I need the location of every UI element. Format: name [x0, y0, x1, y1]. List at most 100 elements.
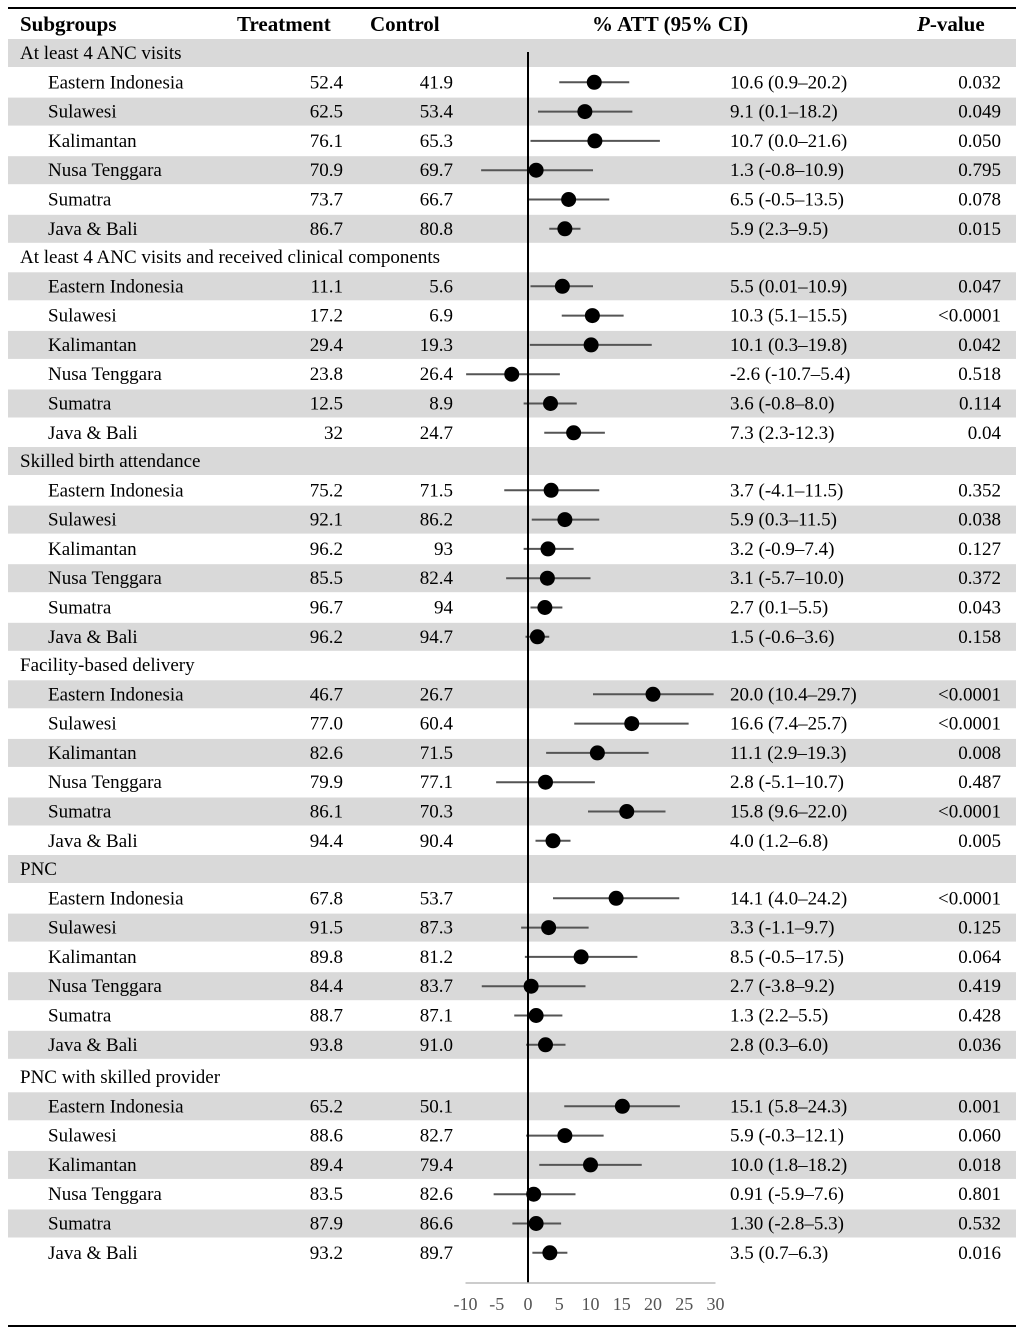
- table-row-band: [8, 505, 1016, 534]
- att-ci-label: 1.30 (-2.8–5.3): [730, 1214, 844, 1235]
- att-ci-label: 10.7 (0.0–21.6): [730, 131, 847, 152]
- treatment-value: 88.7: [310, 1006, 343, 1027]
- p-value: 0.801: [958, 1184, 1001, 1205]
- p-value: 0.372: [958, 568, 1001, 589]
- estimate-point: [587, 133, 603, 149]
- treatment-value: 84.4: [310, 976, 344, 997]
- estimate-point: [539, 570, 555, 586]
- treatment-value: 96.7: [310, 598, 343, 619]
- control-value: 90.4: [420, 831, 454, 852]
- control-value: 26.7: [420, 684, 453, 705]
- estimate-point: [577, 104, 593, 120]
- x-tick-label: -5: [489, 1294, 504, 1314]
- control-value: 89.7: [420, 1243, 453, 1264]
- control-value: 86.2: [420, 510, 453, 531]
- p-value: 0.158: [958, 627, 1001, 648]
- p-value: 0.04: [968, 423, 1002, 444]
- estimate-point: [538, 1037, 553, 1053]
- p-value: <0.0001: [938, 714, 1001, 735]
- control-value: 93: [434, 539, 453, 560]
- group-title: Facility-based delivery: [20, 655, 195, 676]
- p-value: 0.050: [958, 131, 1001, 152]
- att-ci-label: 3.6 (-0.8–8.0): [730, 394, 834, 415]
- control-value: 80.8: [420, 219, 453, 240]
- p-value: 0.042: [958, 335, 1001, 356]
- control-value: 91.0: [420, 1035, 453, 1056]
- treatment-value: 96.2: [310, 627, 343, 648]
- control-value: 60.4: [420, 714, 454, 735]
- header-treatment: Treatment: [237, 12, 331, 36]
- att-ci-label: 2.7 (-3.8–9.2): [730, 976, 834, 997]
- estimate-point: [543, 482, 559, 498]
- control-value: 24.7: [420, 423, 453, 444]
- treatment-value: 86.1: [310, 802, 343, 823]
- treatment-value: 23.8: [310, 364, 343, 385]
- p-value: 0.049: [958, 102, 1001, 123]
- region-label: Eastern Indonesia: [48, 1096, 184, 1117]
- att-ci-label: 14.1 (4.0–24.2): [730, 888, 847, 909]
- att-ci-label: 3.1 (-5.7–10.0): [730, 568, 844, 589]
- control-value: 94.7: [420, 627, 453, 648]
- p-value: <0.0001: [938, 888, 1001, 909]
- header-pvalue: P-value: [916, 12, 985, 36]
- att-ci-label: 16.6 (7.4–25.7): [730, 714, 847, 735]
- estimate-point: [540, 541, 556, 557]
- p-value: 0.018: [958, 1155, 1001, 1176]
- p-value: 0.064: [958, 947, 1001, 968]
- treatment-value: 82.6: [310, 743, 343, 764]
- treatment-value: 17.2: [310, 306, 343, 327]
- x-tick-label: 5: [555, 1294, 564, 1314]
- treatment-value: 52.4: [310, 72, 344, 93]
- table-row-band: [8, 419, 1016, 447]
- row-bands: [8, 39, 1016, 1238]
- estimate-point: [586, 74, 602, 90]
- control-value: 66.7: [420, 190, 453, 211]
- region-label: Sulawesi: [48, 918, 117, 939]
- region-label: Sulawesi: [48, 1126, 117, 1147]
- table-row-band: [8, 827, 1016, 855]
- att-ci-label: 5.5 (0.01–10.9): [730, 276, 847, 297]
- att-ci-label: 2.7 (0.1–5.5): [730, 598, 828, 619]
- p-value: 0.487: [958, 772, 1001, 793]
- att-ci-label: 5.9 (0.3–11.5): [730, 510, 837, 531]
- region-label: Nusa Tenggara: [48, 568, 162, 589]
- att-ci-label: 3.5 (0.7–6.3): [730, 1243, 828, 1264]
- p-value: 0.005: [958, 831, 1001, 852]
- control-value: 82.7: [420, 1126, 453, 1147]
- region-label: Nusa Tenggara: [48, 976, 162, 997]
- estimate-point: [619, 804, 635, 819]
- att-ci-label: 1.5 (-0.6–3.6): [730, 627, 834, 648]
- treatment-value: 75.2: [310, 480, 343, 501]
- region-label: Eastern Indonesia: [48, 684, 184, 705]
- region-label: Eastern Indonesia: [48, 72, 184, 93]
- treatment-value: 93.8: [310, 1035, 343, 1056]
- p-value: 0.795: [958, 160, 1001, 181]
- header-control: Control: [370, 12, 440, 36]
- control-value: 41.9: [420, 72, 453, 93]
- treatment-value: 76.1: [310, 131, 343, 152]
- region-label: Kalimantan: [48, 1155, 137, 1176]
- x-axis: -10 -5 0 5 10 15 20 25 30: [454, 1282, 725, 1314]
- estimate-point: [529, 629, 545, 645]
- estimate-point: [528, 1216, 544, 1231]
- estimate-point: [624, 716, 640, 732]
- region-label: Eastern Indonesia: [48, 276, 184, 297]
- att-ci-label: 1.3 (-0.8–10.9): [730, 160, 844, 181]
- estimate-point: [542, 1245, 558, 1261]
- p-value: 0.036: [958, 1035, 1001, 1056]
- region-label: Java & Bali: [48, 831, 138, 852]
- group-title: PNC with skilled provider: [20, 1067, 221, 1088]
- region-label: Sumatra: [48, 1214, 112, 1235]
- estimate-point: [545, 833, 561, 849]
- control-value: 87.1: [420, 1006, 453, 1027]
- att-ci-label: 1.3 (2.2–5.5): [730, 1006, 828, 1027]
- group-band: [8, 855, 1016, 883]
- estimate-point: [557, 1128, 573, 1144]
- control-value: 94: [434, 598, 454, 619]
- region-label: Java & Bali: [48, 1243, 138, 1264]
- control-value: 82.6: [420, 1184, 453, 1205]
- treatment-value: 89.8: [310, 947, 343, 968]
- att-ci-label: 10.6 (0.9–20.2): [730, 72, 847, 93]
- att-ci-label: 10.3 (5.1–15.5): [730, 306, 847, 327]
- treatment-value: 83.5: [310, 1184, 343, 1205]
